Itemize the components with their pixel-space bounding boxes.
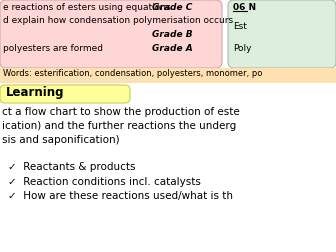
Text: d explain how condensation polymerisation occurs: d explain how condensation polymerisatio… bbox=[3, 16, 233, 25]
Text: Grade A: Grade A bbox=[152, 44, 193, 53]
Text: sis and saponification): sis and saponification) bbox=[2, 135, 120, 145]
Text: Grade C: Grade C bbox=[152, 3, 193, 12]
Text: 06 N: 06 N bbox=[233, 3, 256, 12]
Text: Poly: Poly bbox=[233, 44, 252, 53]
Text: ication) and the further reactions the underg: ication) and the further reactions the u… bbox=[2, 121, 236, 131]
FancyBboxPatch shape bbox=[0, 0, 222, 68]
Text: Learning: Learning bbox=[6, 86, 65, 99]
FancyBboxPatch shape bbox=[0, 85, 130, 103]
Text: ct a flow chart to show the production of este: ct a flow chart to show the production o… bbox=[2, 107, 240, 117]
Text: polyesters are formed: polyesters are formed bbox=[3, 44, 103, 53]
Bar bbox=[0, 68, 336, 83]
Text: Grade B: Grade B bbox=[152, 30, 193, 39]
Text: ✓  Reactants & products: ✓ Reactants & products bbox=[8, 162, 135, 172]
Text: e reactions of esters using equations: e reactions of esters using equations bbox=[3, 3, 171, 12]
FancyBboxPatch shape bbox=[228, 0, 336, 68]
Text: Words: esterification, condensation, polyesters, monomer, po: Words: esterification, condensation, pol… bbox=[3, 69, 262, 78]
Text: Est: Est bbox=[233, 22, 247, 31]
Text: ✓  Reaction conditions incl. catalysts: ✓ Reaction conditions incl. catalysts bbox=[8, 177, 201, 187]
Text: ✓  How are these reactions used/what is th: ✓ How are these reactions used/what is t… bbox=[8, 191, 233, 201]
